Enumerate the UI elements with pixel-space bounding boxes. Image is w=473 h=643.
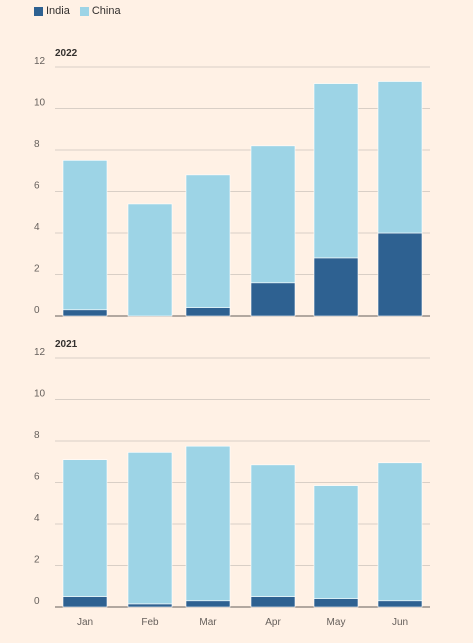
legend-label-india: India — [46, 5, 70, 17]
bar-2022-feb-china — [127, 203, 173, 317]
y-tick-label-2022-0: 0 — [34, 305, 40, 316]
y-tick-label-2022-10: 10 — [34, 98, 46, 109]
bar-2022-apr-china — [250, 145, 296, 284]
bar-2022-jan-china — [62, 160, 108, 311]
x-tick-label-mar: Mar — [199, 617, 217, 628]
bar-2021-may-china — [313, 485, 359, 599]
panel-title-2021: 2021 — [55, 339, 78, 350]
bar-2021-apr-china — [250, 464, 296, 597]
legend-item-india: India — [34, 5, 70, 17]
bar-2022-mar-china — [185, 174, 231, 308]
y-tick-label-2022-4: 4 — [34, 222, 40, 233]
bar-2021-apr-india — [250, 596, 296, 608]
bar-2022-jun-china — [377, 81, 423, 234]
bar-2021-may-india — [313, 598, 359, 608]
y-tick-label-2021-0: 0 — [34, 596, 40, 607]
x-tick-label-apr: Apr — [265, 617, 281, 628]
x-tick-label-may: May — [327, 617, 346, 628]
y-tick-label-2021-8: 8 — [34, 430, 40, 441]
y-tick-label-2022-6: 6 — [34, 181, 40, 192]
bar-2022-may-india — [313, 257, 359, 317]
y-tick-label-2022-8: 8 — [34, 139, 40, 150]
bar-2021-mar-china — [185, 445, 231, 602]
bar-2021-mar-india — [185, 600, 231, 608]
y-tick-label-2021-2: 2 — [34, 555, 40, 566]
chart-legend: India China — [34, 5, 121, 17]
y-tick-label-2021-12: 12 — [34, 347, 46, 358]
panel-title-2022: 2022 — [55, 48, 78, 59]
legend-swatch-china — [79, 6, 89, 16]
x-tick-label-feb: Feb — [141, 617, 159, 628]
bar-2021-jun-china — [377, 462, 423, 602]
bar-2022-may-china — [313, 83, 359, 259]
bar-2022-jan-india — [62, 309, 108, 317]
x-tick-label-jun: Jun — [392, 617, 408, 628]
y-tick-label-2021-6: 6 — [34, 472, 40, 483]
bar-2021-feb-china — [127, 452, 173, 605]
bar-2022-jun-india — [377, 232, 423, 317]
y-tick-label-2021-4: 4 — [34, 513, 40, 524]
bar-2021-jun-india — [377, 600, 423, 608]
x-tick-label-jan: Jan — [77, 617, 93, 628]
bar-2021-jan-china — [62, 459, 108, 597]
bar-2021-feb-india — [127, 603, 173, 608]
y-tick-label-2021-10: 10 — [34, 389, 46, 400]
legend-item-china: China — [79, 5, 121, 17]
y-tick-label-2022-2: 2 — [34, 264, 40, 275]
bar-2022-mar-india — [185, 307, 231, 317]
bar-2021-jan-india — [62, 596, 108, 608]
bar-2022-apr-india — [250, 282, 296, 317]
legend-swatch-india — [34, 6, 43, 16]
legend-label-china: China — [91, 5, 121, 17]
y-tick-label-2022-12: 12 — [34, 56, 46, 67]
